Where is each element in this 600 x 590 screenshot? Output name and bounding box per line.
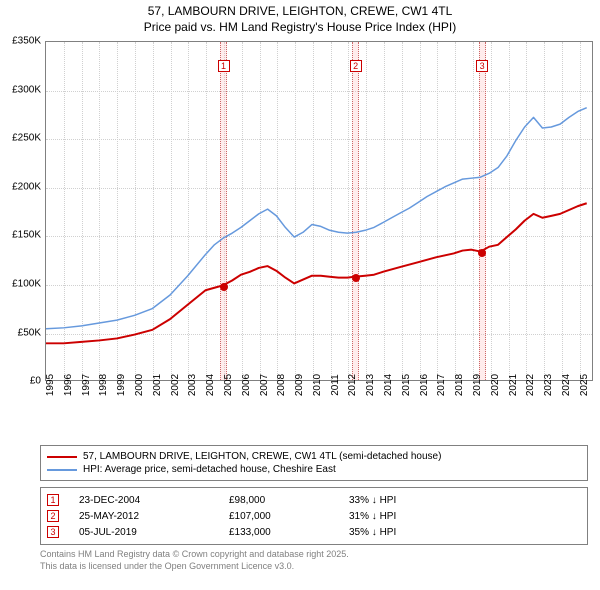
plot-region: 1 2 3 — [45, 41, 593, 381]
event-marker-2: 2 — [47, 510, 59, 522]
ytick-label: £100K — [5, 279, 41, 290]
chart-title-line1: 57, LAMBOURN DRIVE, LEIGHTON, CREWE, CW1… — [0, 4, 600, 20]
series-line-property — [46, 203, 587, 343]
event-price-3: £133,000 — [229, 527, 329, 538]
event-dot-3 — [478, 249, 486, 257]
ytick-label: £250K — [5, 133, 41, 144]
event-date-3: 05-JUL-2019 — [79, 527, 209, 538]
event-price-2: £107,000 — [229, 511, 329, 522]
legend-row-hpi: HPI: Average price, semi-detached house,… — [47, 463, 581, 476]
xtick-label: 2025 — [579, 374, 600, 396]
ytick-label: £350K — [5, 36, 41, 47]
event-date-2: 25-MAY-2012 — [79, 511, 209, 522]
event-pct-3: 35% ↓ HPI — [349, 527, 449, 538]
legend-label-hpi: HPI: Average price, semi-detached house,… — [83, 464, 336, 475]
event-dot-2 — [352, 274, 360, 282]
ytick-label: £200K — [5, 181, 41, 192]
legend-row-property: 57, LAMBOURN DRIVE, LEIGHTON, CREWE, CW1… — [47, 450, 581, 463]
chart-area: 123 £0£50K£100K£150K£200K£250K£300K£350K… — [5, 41, 595, 411]
event-marker-3: 3 — [47, 526, 59, 538]
event-box-2: 2 — [350, 60, 362, 72]
attribution: Contains HM Land Registry data © Crown c… — [40, 549, 588, 572]
event-pct-2: 31% ↓ HPI — [349, 511, 449, 522]
event-dot-1 — [220, 283, 228, 291]
series-line-hpi — [46, 108, 587, 329]
legend: 57, LAMBOURN DRIVE, LEIGHTON, CREWE, CW1… — [40, 445, 588, 481]
event-row-2: 2 25-MAY-2012 £107,000 31% ↓ HPI — [47, 508, 581, 524]
legend-swatch-property — [47, 456, 77, 458]
chart-title-line2: Price paid vs. HM Land Registry's House … — [0, 20, 600, 36]
event-pct-1: 33% ↓ HPI — [349, 495, 449, 506]
legend-label-property: 57, LAMBOURN DRIVE, LEIGHTON, CREWE, CW1… — [83, 451, 441, 462]
ytick-label: £300K — [5, 84, 41, 95]
event-date-1: 23-DEC-2004 — [79, 495, 209, 506]
series-svg — [46, 42, 592, 380]
attribution-line1: Contains HM Land Registry data © Crown c… — [40, 549, 588, 561]
event-marker-1: 1 — [47, 494, 59, 506]
ytick-label: £50K — [5, 327, 41, 338]
ytick-label: £150K — [5, 230, 41, 241]
event-row-3: 3 05-JUL-2019 £133,000 35% ↓ HPI — [47, 524, 581, 540]
events-table: 1 23-DEC-2004 £98,000 33% ↓ HPI 2 25-MAY… — [40, 487, 588, 545]
event-box-3: 3 — [476, 60, 488, 72]
event-price-1: £98,000 — [229, 495, 329, 506]
ytick-label: £0 — [5, 376, 41, 387]
attribution-line2: This data is licensed under the Open Gov… — [40, 561, 588, 573]
legend-swatch-hpi — [47, 469, 77, 471]
event-row-1: 1 23-DEC-2004 £98,000 33% ↓ HPI — [47, 492, 581, 508]
event-box-1: 1 — [218, 60, 230, 72]
